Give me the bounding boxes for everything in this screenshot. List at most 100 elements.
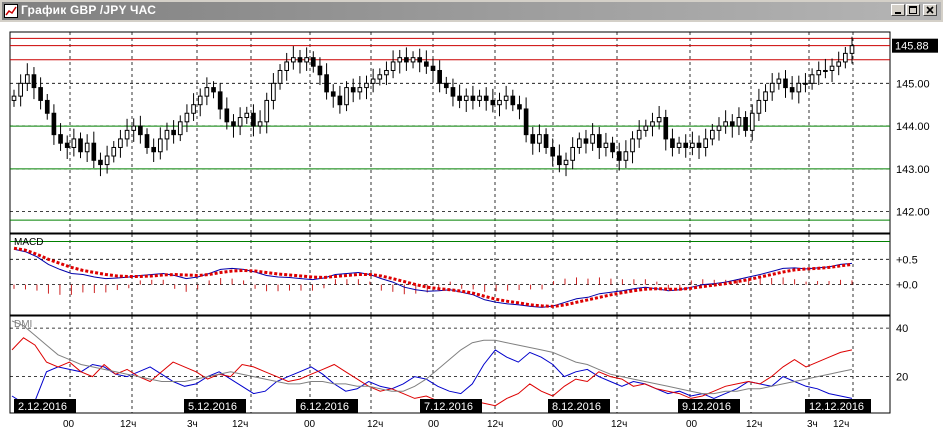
candle-body — [670, 138, 675, 148]
candle-body — [44, 99, 50, 114]
candle-body — [530, 134, 536, 144]
candle-body — [503, 95, 509, 101]
dmi-panel-frame — [9, 315, 891, 414]
time-axis-label: 12ч — [120, 419, 136, 430]
close-button[interactable] — [923, 4, 937, 16]
candle-body — [297, 57, 303, 63]
candle-body — [789, 87, 795, 93]
candle-body — [11, 95, 17, 101]
close-icon — [926, 6, 934, 14]
time-axis-label: 00 — [63, 419, 75, 430]
candle-body — [603, 142, 609, 148]
candle-body — [384, 69, 389, 76]
candle-body — [291, 57, 296, 63]
candle-body — [51, 112, 57, 136]
candle-body — [237, 117, 243, 127]
candle-body — [277, 69, 283, 84]
candle-body — [390, 61, 396, 71]
candle-body — [590, 134, 595, 144]
maximize-icon — [909, 6, 917, 14]
candle-body — [324, 74, 329, 93]
candle-body — [829, 65, 835, 71]
candle-body — [64, 142, 70, 148]
candle-body — [763, 91, 768, 101]
candle-body — [843, 52, 848, 63]
current-price-label: 145.88 — [895, 41, 929, 53]
time-axis-label: 00 — [686, 419, 698, 430]
candle-body — [24, 74, 30, 84]
chart-area[interactable]: 145.00 144.00 143.00 142.00 145.88 +0.5 +0.0 MA… — [0, 22, 943, 435]
window-titlebar[interactable]: График GBP /JPY ЧАС — [0, 0, 943, 22]
candle-body — [576, 138, 582, 148]
candle-body — [683, 142, 689, 148]
time-axis-label: 12ч — [746, 419, 762, 430]
date-badge — [420, 399, 482, 413]
candle-body — [430, 65, 436, 71]
candle-body — [264, 99, 270, 123]
candle-body — [31, 74, 37, 89]
minimize-icon — [895, 12, 901, 14]
candle-body — [197, 95, 203, 106]
candle-body — [443, 82, 449, 89]
date-label: 2.12.2016 — [18, 401, 67, 413]
candle-body — [211, 87, 216, 93]
candle-body — [630, 138, 635, 153]
candle-body — [317, 65, 323, 76]
candle-body — [570, 146, 575, 161]
candle-body — [104, 155, 110, 166]
candle-body — [337, 95, 343, 106]
candle-body — [783, 78, 788, 89]
candle-body — [650, 121, 655, 127]
date-badge — [184, 399, 246, 413]
date-label: 5.12.2016 — [188, 401, 237, 413]
candle-body — [118, 138, 123, 148]
price-panel-frame — [9, 31, 891, 234]
candle-body — [370, 78, 376, 84]
current-price-badge — [892, 38, 938, 53]
candle-body — [749, 112, 755, 131]
chart-canvas[interactable]: 145.00 144.00 143.00 142.00 145.88 +0.5 +0.0 MA… — [0, 22, 943, 435]
candle-body — [623, 151, 629, 161]
candle-body — [809, 74, 815, 84]
candle-body — [729, 121, 735, 127]
minimize-button[interactable] — [891, 4, 905, 16]
candle-body — [656, 117, 662, 123]
candle-body — [643, 125, 649, 131]
date-label: 6.12.2016 — [300, 401, 349, 413]
time-axis-label: 3ч — [187, 419, 198, 430]
candle-body — [796, 82, 802, 93]
time-axis-label: 12ч — [367, 419, 383, 430]
candle-body — [377, 74, 383, 80]
candle-body — [823, 69, 828, 72]
candle-body — [676, 142, 682, 148]
candle-body — [71, 138, 77, 148]
candle-body — [596, 134, 602, 148]
candle-body — [776, 78, 782, 84]
dmi-label: DMI — [14, 319, 32, 330]
candle-body — [477, 95, 482, 101]
date-badge — [296, 399, 358, 413]
candle-body — [84, 142, 90, 153]
time-axis-label: 12ч — [611, 419, 627, 430]
candle-body — [537, 134, 542, 144]
candle-body — [710, 129, 715, 140]
candle-body — [543, 134, 549, 148]
candle-body — [257, 121, 263, 127]
maximize-button[interactable] — [906, 4, 920, 16]
candle-body — [18, 82, 23, 97]
candle-body — [803, 82, 808, 85]
candle-body — [696, 142, 702, 148]
candle-body — [510, 95, 516, 106]
macd-axis-tick-label: +0.5 — [896, 254, 918, 266]
candle-body — [557, 155, 562, 166]
candle-body — [91, 142, 97, 161]
candle-body — [204, 87, 210, 97]
candle-body — [849, 45, 855, 54]
candle-body — [404, 57, 409, 63]
dmi-plus-line — [11, 349, 853, 404]
candle-body — [616, 151, 622, 161]
candle-body — [457, 95, 462, 101]
candle-body — [463, 95, 469, 101]
candle-body — [636, 129, 642, 140]
candle-body — [523, 108, 529, 136]
